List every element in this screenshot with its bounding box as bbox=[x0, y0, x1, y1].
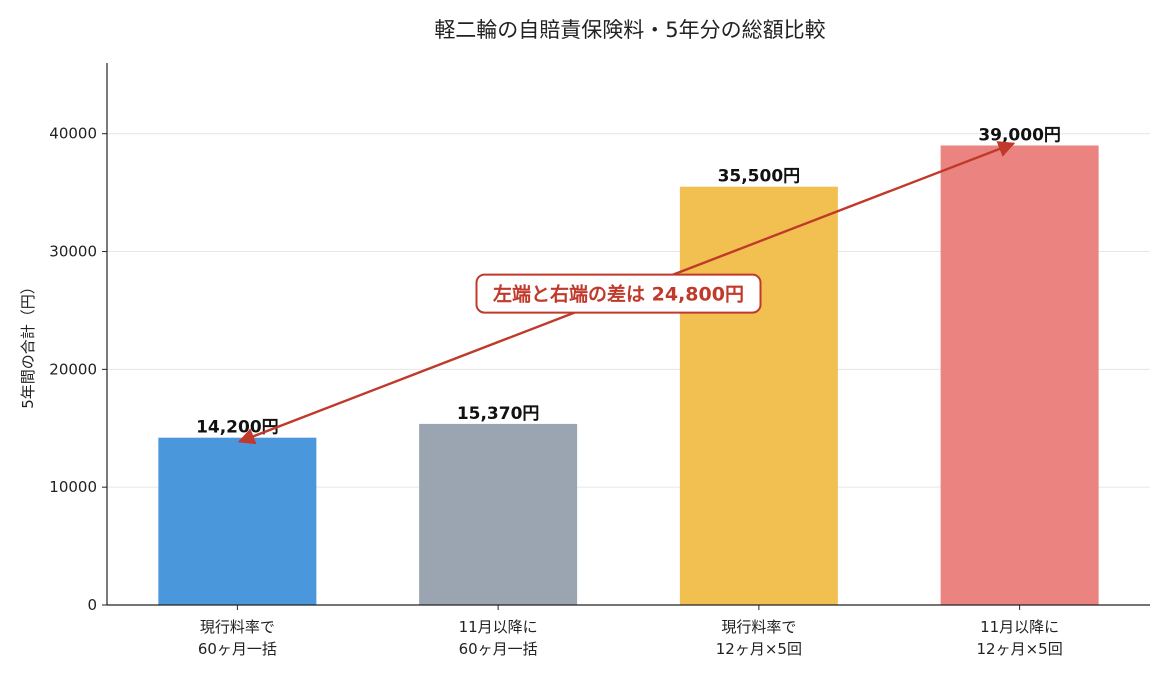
y-axis-label: 5年間の合計（円） bbox=[19, 279, 37, 409]
x-tick-label: 11月以降に bbox=[980, 618, 1059, 636]
bars bbox=[158, 145, 1099, 605]
y-tick-label: 10000 bbox=[49, 478, 97, 496]
y-tick-label: 20000 bbox=[49, 360, 97, 378]
bar-value-label: 14,200円 bbox=[196, 418, 279, 438]
bar bbox=[940, 145, 1099, 605]
bar-value-label: 35,500円 bbox=[718, 167, 801, 187]
x-tick-label: 11月以降に bbox=[459, 618, 538, 636]
annotation-box bbox=[475, 273, 762, 314]
chart-title: 軽二輪の自賠責保険料・5年分の総額比較 bbox=[434, 18, 825, 42]
axes bbox=[102, 63, 1150, 610]
x-tick-label: 現行料率で bbox=[721, 618, 796, 636]
x-tick-label: 60ヶ月一括 bbox=[198, 640, 277, 658]
y-tick-label: 40000 bbox=[49, 125, 97, 143]
bar-value-label: 15,370円 bbox=[457, 404, 540, 424]
bar bbox=[679, 186, 838, 605]
x-tick-label: 60ヶ月一括 bbox=[459, 640, 538, 658]
bar bbox=[158, 437, 317, 605]
bar-value-label: 39,000円 bbox=[978, 125, 1061, 145]
y-tick-label: 0 bbox=[87, 596, 97, 614]
annotation: 左端と右端の差は 24,800円 bbox=[237, 141, 1016, 445]
bar bbox=[419, 423, 578, 605]
y-tick-label: 30000 bbox=[49, 243, 97, 261]
x-tick-label: 現行料率で bbox=[200, 618, 275, 636]
x-tick-label: 12ヶ月×5回 bbox=[977, 640, 1063, 658]
annotation-text: 左端と右端の差は 24,800円 bbox=[493, 283, 744, 306]
x-tick-label: 12ヶ月×5回 bbox=[716, 640, 802, 658]
